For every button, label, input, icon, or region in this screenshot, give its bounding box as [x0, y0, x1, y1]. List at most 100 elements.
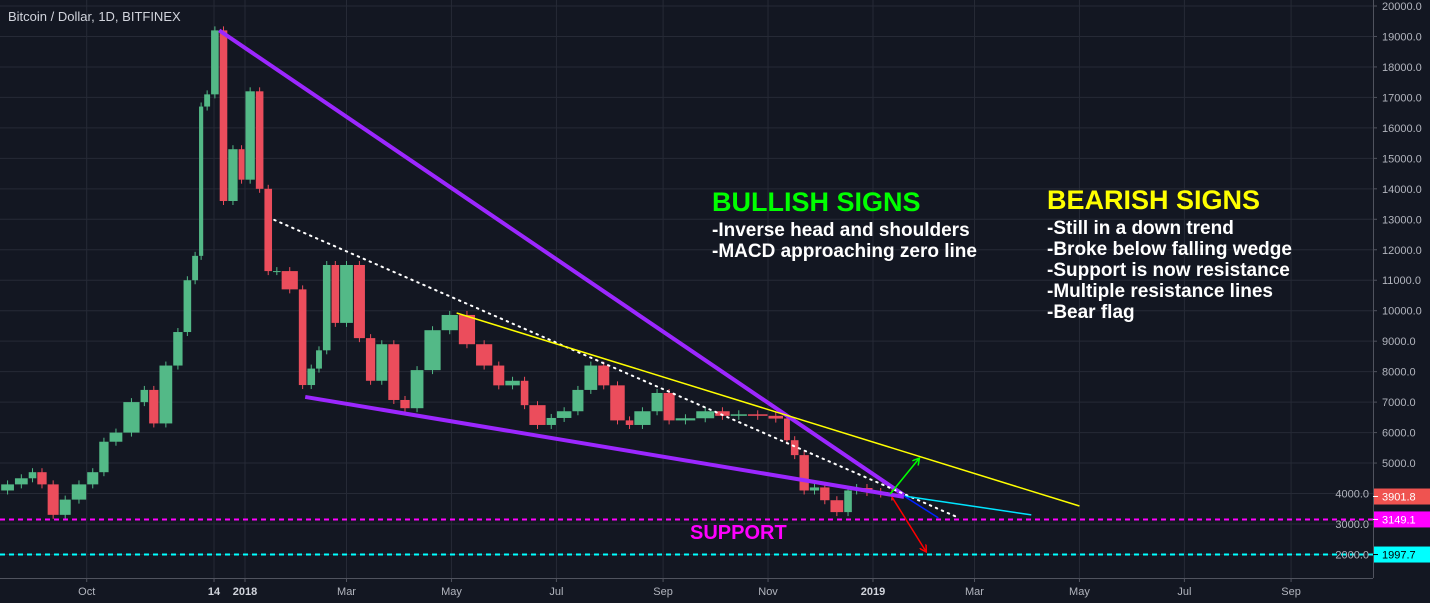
candle [173, 332, 183, 366]
support-level-label-bg [1374, 511, 1430, 528]
candle [696, 411, 715, 419]
candle [634, 411, 651, 425]
bearish-line: -Bear flag [1047, 302, 1135, 323]
candle [264, 188, 273, 272]
candle [809, 487, 820, 491]
candle [273, 271, 281, 273]
candle [784, 418, 790, 441]
candle [400, 399, 410, 409]
candle [520, 380, 529, 406]
candle [37, 472, 47, 485]
candle [149, 389, 159, 424]
candle [298, 289, 307, 386]
price-tick-label: 2000.0 [1335, 549, 1369, 561]
candle [340, 264, 353, 323]
bearish-arrow [891, 496, 926, 552]
candle [424, 330, 441, 371]
candle [730, 414, 747, 416]
candle [159, 365, 173, 424]
price-tick-label: 16000.0 [1382, 123, 1422, 135]
price-tick-label: 3000.0 [1335, 519, 1369, 531]
price-tick-label: 6000.0 [1382, 428, 1416, 440]
time-tick-label: Sep [653, 586, 673, 598]
candle [192, 255, 199, 281]
candle [219, 30, 228, 202]
candle [376, 344, 388, 381]
bullish-heading: BULLISH SIGNS [712, 187, 921, 217]
bullish-line: -MACD approaching zero line [712, 241, 977, 262]
candle [255, 91, 264, 189]
time-tick-label: Sep [1281, 586, 1301, 598]
candle [183, 280, 192, 333]
time-tick-label: 14 [208, 586, 221, 598]
lower-support-level-label: 1997.7 [1382, 550, 1416, 562]
candle [747, 414, 768, 416]
price-tick-label: 14000.0 [1382, 184, 1422, 196]
candle [410, 370, 424, 409]
candle [505, 380, 520, 386]
time-tick-label: Jul [549, 586, 563, 598]
candle [199, 106, 204, 256]
candle [663, 392, 675, 421]
candle [365, 338, 376, 381]
candle [353, 264, 365, 339]
candle [28, 472, 37, 479]
price-tick-label: 7000.0 [1382, 397, 1416, 409]
bearish-line: -Multiple resistance lines [1047, 281, 1273, 302]
falling-wedge-upper [218, 28, 906, 497]
candle [675, 418, 696, 421]
time-tick-label: May [441, 586, 462, 598]
support-level-label: 3149.1 [1382, 514, 1416, 526]
time-tick-label: Mar [965, 586, 984, 598]
candle [476, 344, 493, 366]
time-tick-label: Mar [337, 586, 356, 598]
candle [790, 440, 799, 456]
price-tick-label: 12000.0 [1382, 245, 1422, 257]
candle [211, 30, 219, 95]
bearish-signs-annotation: BEARISH SIGNS -Still in a down trend -Br… [1047, 184, 1292, 323]
candle [546, 417, 556, 425]
candle [71, 484, 87, 500]
candle [598, 365, 610, 386]
bullish-line: -Inverse head and shoulders [712, 220, 970, 241]
bearish-heading: BEARISH SIGNS [1047, 185, 1261, 215]
candle [123, 402, 140, 433]
bearish-line: -Still in a down trend [1047, 218, 1234, 239]
time-axis [0, 578, 1373, 603]
price-tick-label: 10000.0 [1382, 306, 1422, 318]
candle [844, 490, 852, 513]
cyan-line [903, 495, 1032, 516]
candle [1, 484, 14, 491]
candle [59, 499, 71, 515]
price-tick-label: 17000.0 [1382, 92, 1422, 104]
candle [441, 314, 458, 331]
candle [651, 392, 663, 412]
bearish-line: -Support is now resistance [1047, 260, 1290, 281]
time-tick-label: 2019 [861, 586, 885, 598]
candle [768, 415, 784, 419]
blue-line [903, 495, 939, 519]
bullish-signs-annotation: BULLISH SIGNS -Inverse head and shoulder… [712, 186, 977, 262]
dotted-resistance [273, 218, 961, 519]
candle [109, 432, 123, 442]
price-tick-label: 15000.0 [1382, 153, 1422, 165]
candle [281, 271, 298, 290]
time-tick-label: Oct [78, 586, 95, 598]
time-tick-label: Jul [1177, 586, 1191, 598]
candle [493, 365, 505, 386]
candle [610, 385, 625, 421]
last-price-label: 3901.8 [1382, 492, 1416, 504]
chart-title: Bitcoin / Dollar, 1D, BITFINEX [8, 9, 181, 24]
candle [204, 94, 211, 107]
candle [87, 472, 99, 485]
candle [584, 365, 598, 390]
candle [238, 149, 245, 180]
candle [140, 389, 149, 403]
candle [245, 91, 255, 180]
price-tick-label: 13000.0 [1382, 214, 1422, 226]
falling-wedge-lower [304, 394, 905, 499]
candle [99, 441, 109, 473]
candle [316, 350, 322, 369]
